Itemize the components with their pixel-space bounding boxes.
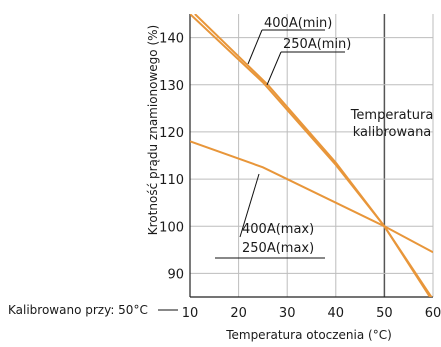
y-tick-label: 90: [167, 267, 184, 282]
annotation-400a-max: 400A(max): [242, 222, 314, 237]
y-tick-label: 140: [159, 32, 184, 47]
y-tick-label: 100: [159, 220, 184, 235]
y-axis-label: Krotność prądu znamionowego (%): [146, 25, 160, 235]
series-line: [190, 140, 433, 254]
x-tick-label: 50: [376, 306, 393, 321]
axes: [189, 14, 433, 298]
series-line: [190, 14, 433, 297]
annotation-400a-min: 400A(min): [264, 16, 332, 31]
y-tick-label: 130: [159, 79, 184, 94]
annotations: 400A(min) 250A(min) 400A(max) 250A(max) Temp…: [8, 16, 433, 317]
series-line: [194, 14, 432, 297]
x-axis-label: Temperatura otoczenia (°C): [225, 328, 392, 342]
x-tick-label: 40: [328, 306, 345, 321]
annotation-250a-min: 250A(min): [283, 37, 351, 52]
annotation-ref-top: Temperatura: [350, 108, 434, 123]
series-lines: [190, 14, 433, 297]
x-tick-label: 30: [279, 306, 296, 321]
y-tick-label: 110: [159, 173, 184, 188]
annot-leader-top: [247, 29, 263, 65]
grid: [190, 14, 434, 297]
tick-labels: 10 20 30 40 50 60 90 100 110 120 130 140: [159, 32, 441, 321]
annotation-250a-max: 250A(max): [242, 241, 314, 256]
calibration-note: Kalibrowano przy: 50°C: [8, 303, 148, 317]
x-tick-label: 10: [182, 306, 199, 321]
annot-leader-bottom: [266, 51, 282, 86]
x-tick-label: 20: [230, 306, 247, 321]
annotation-ref-bottom: kalibrowana: [353, 125, 432, 140]
y-tick-label: 120: [159, 126, 184, 141]
x-tick-label: 60: [425, 306, 441, 321]
annot-leader-max: [239, 173, 260, 238]
